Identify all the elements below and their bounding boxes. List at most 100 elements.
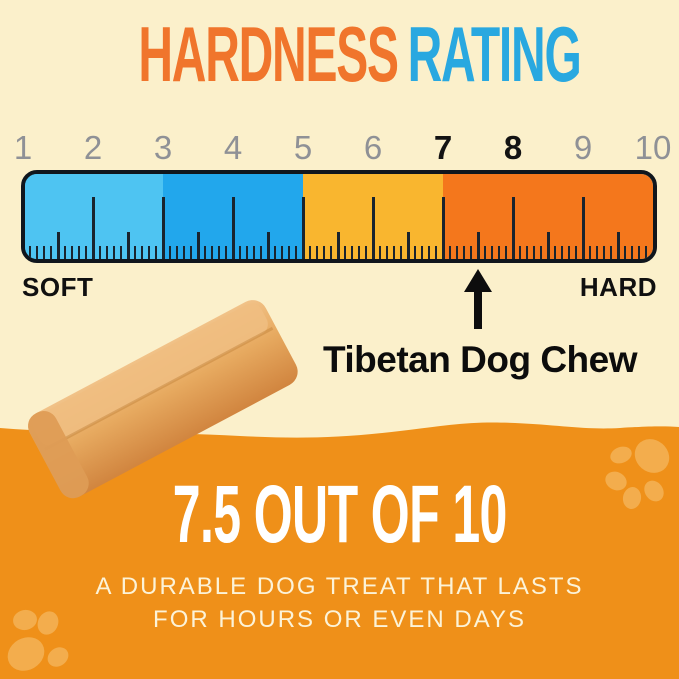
ruler-tick [435, 246, 437, 259]
ruler-tick [176, 246, 178, 259]
scale-number-7: 7 [433, 129, 453, 166]
ruler-tick [91, 197, 95, 259]
ruler-tick [148, 246, 150, 259]
ruler-tick [379, 246, 381, 259]
scale-number-2: 2 [83, 129, 103, 166]
ruler-tick [266, 232, 270, 259]
scale-number-9: 9 [573, 129, 593, 166]
ruler-tick [511, 197, 515, 259]
ruler-tick [365, 246, 367, 259]
scale-number-6: 6 [363, 129, 383, 166]
ruler-tick [316, 246, 318, 259]
ruler-tick [196, 232, 200, 259]
ruler-tick [519, 246, 521, 259]
ruler-tick [211, 246, 213, 259]
ruler-tick [449, 246, 451, 259]
ruler-tick [568, 246, 570, 259]
ruler-tick [225, 246, 227, 259]
ruler-tick [358, 246, 360, 259]
ruler-tick [71, 246, 73, 259]
ruler-tick [260, 246, 262, 259]
ruler-tick [246, 246, 248, 259]
ruler-tick [295, 246, 297, 259]
scale-number-10: 10 [634, 129, 672, 166]
score-description-line1: A DURABLE DOG TREAT THAT LASTS [95, 573, 584, 600]
ruler-tick [498, 246, 500, 259]
ruler-tick [505, 246, 507, 259]
ruler-tick [463, 246, 465, 259]
arrow-up-icon [464, 269, 492, 292]
ruler-tick [470, 246, 472, 259]
ruler-tick [371, 197, 375, 259]
soft-label: SOFT [22, 272, 94, 302]
ruler-tick [330, 246, 332, 259]
ruler-tick [29, 246, 31, 259]
score-description: A DURABLE DOG TREAT THAT LASTS FOR HOURS… [0, 570, 679, 636]
ruler-tick [589, 246, 591, 259]
ruler-tick [351, 246, 353, 259]
ruler-tick [161, 197, 165, 259]
ruler-tick [323, 246, 325, 259]
hard-label: HARD [579, 272, 657, 302]
ruler-tick [645, 246, 647, 259]
scale-number-1: 1 [13, 129, 33, 166]
ruler-tick [169, 246, 171, 259]
ruler-tick [253, 246, 255, 259]
ruler-tick [288, 246, 290, 259]
ruler-tick [414, 246, 416, 259]
ruler-tick [239, 246, 241, 259]
ruler-tick [624, 246, 626, 259]
title-word-rating: RATING [407, 10, 582, 98]
ruler-tick [400, 246, 402, 259]
ruler-tick [99, 246, 101, 259]
ruler-tick [64, 246, 66, 259]
ruler-tick [281, 246, 283, 259]
ruler-tick [638, 246, 640, 259]
ruler-tick [120, 246, 122, 259]
ruler-tick [575, 246, 577, 259]
ruler-tick [231, 197, 235, 259]
scale-number-8: 8 [503, 129, 523, 166]
score-description-line2: FOR HOURS OR EVEN DAYS [153, 606, 526, 633]
score-headline: 7.5 OUT OF 10 [0, 472, 679, 558]
ruler-tick [526, 246, 528, 259]
scale-number-3: 3 [153, 129, 173, 166]
ruler-tick [274, 246, 276, 259]
ruler-tick [85, 246, 87, 259]
ruler-tick [406, 232, 410, 259]
arrow-shaft [474, 291, 482, 329]
ruler-tick [554, 246, 556, 259]
ruler-tick [78, 246, 80, 259]
score-headline-text: 7.5 OUT OF 10 [172, 469, 507, 560]
ruler-tick [126, 232, 130, 259]
ruler-tick [393, 246, 395, 259]
ruler-tick [441, 197, 445, 259]
ruler-tick [386, 246, 388, 259]
ruler-tick [301, 197, 305, 259]
ruler-tick [36, 246, 38, 259]
scale-number-5: 5 [293, 129, 313, 166]
ruler-tick [484, 246, 486, 259]
ruler-tick [141, 246, 143, 259]
ruler-tick [631, 246, 633, 259]
ruler-tick [421, 246, 423, 259]
ruler-tick [533, 246, 535, 259]
pointer-label: Tibetan Dog Chew [322, 339, 638, 380]
page-title: HARDNESS RATING [0, 14, 679, 94]
ruler-tick [204, 246, 206, 259]
ruler-tick [106, 246, 108, 259]
ruler-tick [603, 246, 605, 259]
ruler-tick [190, 246, 192, 259]
ruler-tick [183, 246, 185, 259]
ruler-tick [476, 232, 480, 259]
ruler-tick [540, 246, 542, 259]
title-word-hardness: HARDNESS [138, 10, 399, 98]
ruler-tick [56, 232, 60, 259]
ruler-tick [561, 246, 563, 259]
ruler-tick [616, 232, 620, 259]
ruler-tick [596, 246, 598, 259]
ruler-tick [581, 197, 585, 259]
ruler-tick [218, 246, 220, 259]
ruler-tick [344, 246, 346, 259]
